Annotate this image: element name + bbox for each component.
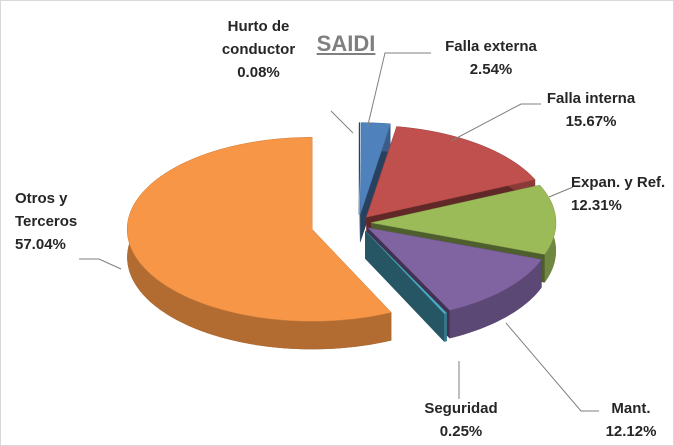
leader-line [366, 52, 431, 130]
slice-side [449, 259, 542, 339]
category-label: Expan. y Ref. [571, 174, 666, 191]
slice-side [127, 137, 392, 350]
leader-line [450, 103, 541, 142]
value-label: 2.54% [469, 61, 513, 78]
data-label: Hurto de conductor 0.08% [211, 15, 306, 84]
data-label: Seguridad 0.25% [421, 397, 501, 443]
slice-side [365, 230, 445, 342]
category-label: Hurto de conductor [221, 18, 296, 58]
data-label: Falla interna 15.67% [541, 87, 641, 133]
category-label: Falla interna [546, 90, 636, 107]
value-label: 57.04% [15, 236, 66, 253]
slice [364, 230, 448, 315]
data-label: Mant. 12.12% [596, 397, 666, 443]
category-label: Seguridad [424, 400, 498, 417]
data-label: Expan. y Ref. 12.31% [571, 171, 673, 217]
leader-line [505, 322, 599, 412]
category-label: Falla externa [445, 38, 537, 55]
data-label: Falla externa 2.54% [431, 35, 551, 81]
slice [370, 184, 557, 255]
value-label: 15.67% [565, 113, 617, 130]
value-label: 0.08% [237, 64, 280, 81]
value-label: 0.25% [439, 423, 483, 440]
leader-line [330, 110, 354, 134]
leader-line [548, 186, 574, 198]
slice-side [444, 313, 447, 342]
chart-title: SAIDI [316, 31, 376, 56]
slice [359, 122, 391, 215]
category-label: Mant. [611, 400, 651, 417]
category-label: Otros y Terceros [15, 190, 78, 230]
slice [365, 126, 536, 218]
value-label: 12.31% [571, 197, 622, 214]
slice [126, 137, 392, 322]
slice [367, 227, 543, 311]
slice [358, 122, 361, 215]
value-label: 12.12% [605, 423, 657, 440]
leader-line [79, 258, 122, 270]
data-label: Otros y Terceros 57.04% [15, 187, 100, 256]
